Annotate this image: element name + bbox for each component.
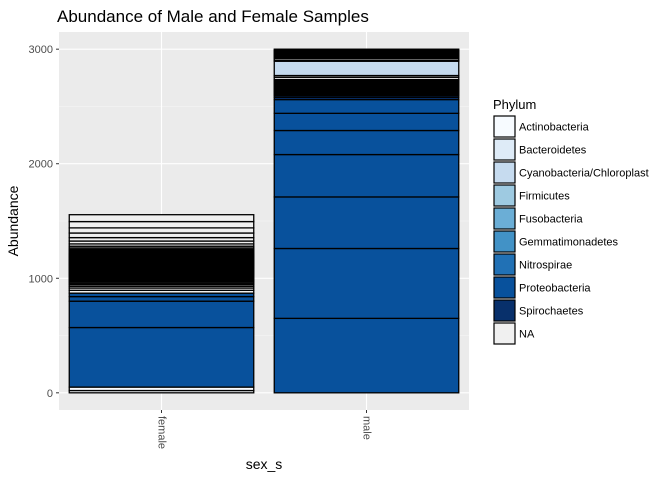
legend-key	[493, 299, 516, 322]
bar-segment-male-proteobacteria	[273, 196, 460, 250]
chart-title: Abundance of Male and Female Samples	[57, 7, 369, 26]
legend-label: NA	[519, 329, 535, 341]
bar-segment-female-na	[68, 232, 255, 239]
legend-key	[493, 161, 516, 184]
legend-label: Fusobacteria	[519, 214, 583, 226]
legend-key	[493, 138, 516, 161]
x-tick-label: female	[156, 416, 168, 449]
y-tick-label: 0	[47, 388, 53, 400]
legend-key	[493, 115, 516, 138]
x-axis: female male	[156, 410, 373, 449]
legend-label: Cyanobacteria/Chloroplast	[519, 168, 649, 180]
bar-segment-male-proteobacteria	[273, 317, 460, 394]
x-tick-label: male	[361, 416, 373, 440]
bar-segment-female-na	[68, 214, 255, 223]
bar-segment-male-proteobacteria	[273, 129, 460, 156]
y-tick-label: 2000	[29, 159, 53, 171]
legend-key	[493, 230, 516, 253]
legend: Phylum Actinobacteria Bacteroidetes Cyanob…	[493, 97, 649, 345]
legend-label: Bacteroidetes	[519, 145, 587, 157]
bar-segment-female-proteobacteria	[68, 295, 255, 302]
bar-segment-male-proteobacteria	[273, 112, 460, 132]
legend-label: Firmicutes	[519, 191, 570, 203]
bar-segment-female-proteobacteria	[68, 300, 255, 329]
bar-segment-male-proteobacteria	[273, 98, 460, 114]
bar-segment-male-proteobacteria	[273, 247, 460, 320]
y-axis: 0 1000 2000 3000	[29, 44, 59, 400]
legend-label: Nitrospirae	[519, 260, 572, 272]
legend-label: Spirochaetes	[519, 306, 584, 318]
bar-segment-female-proteobacteria	[68, 326, 255, 388]
x-axis-title: sex_s	[246, 456, 283, 472]
y-axis-title: Abundance	[5, 185, 21, 256]
legend-label: Gemmatimonadetes	[519, 237, 619, 249]
legend-key	[493, 207, 516, 230]
y-tick-label: 3000	[29, 44, 53, 56]
legend-label: Actinobacteria	[519, 122, 590, 134]
bar-segment-female-na	[68, 227, 255, 234]
legend-key	[493, 184, 516, 207]
y-tick-label: 1000	[29, 273, 53, 285]
legend-key	[493, 322, 516, 345]
bar-segment-male-cyanobacteria-chloroplast	[273, 60, 460, 77]
legend-key	[493, 276, 516, 299]
legend-title: Phylum	[493, 97, 536, 112]
legend-label: Proteobacteria	[519, 283, 591, 295]
bar-segment-female-na	[68, 220, 255, 229]
stacked-bars	[68, 48, 460, 394]
bar-segment-male-proteobacteria	[273, 153, 460, 198]
bar-segment-male-na	[273, 48, 460, 51]
legend-key	[493, 253, 516, 276]
